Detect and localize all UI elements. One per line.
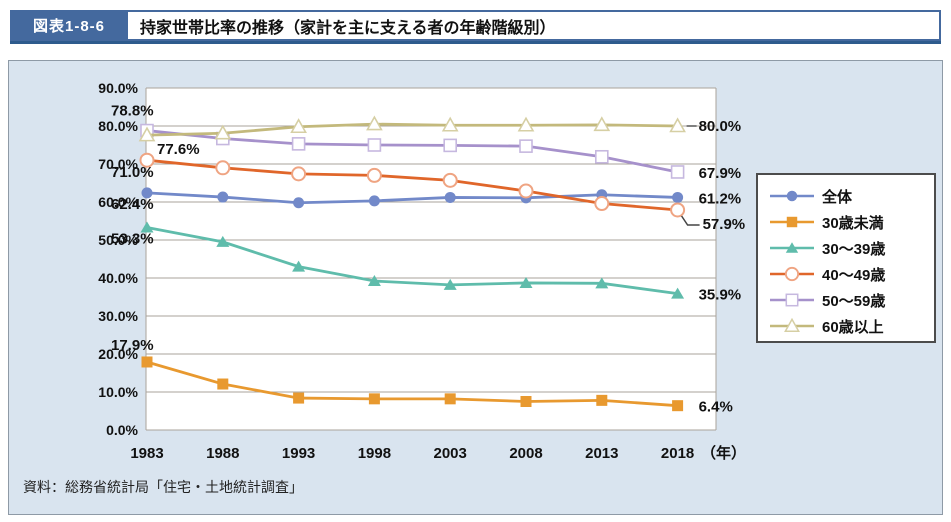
data-label: 53.3% (111, 230, 154, 247)
legend-label: 40～49歳 (822, 266, 886, 284)
y-tick-label: 0.0% (106, 422, 138, 438)
chart-panel: 0.0% 10.0% 20.0% 30.0% 40.0% 50.0% 60.0% 70.0% 8… (8, 60, 943, 515)
x-tick-label: 2008 (509, 445, 542, 462)
x-tick-label: 1998 (358, 445, 391, 462)
y-tick-label: 40.0% (98, 270, 138, 286)
x-tick-label: 2018 (661, 445, 694, 462)
legend-label: 30～39歳 (822, 240, 886, 258)
y-tick-label: 60.0% (98, 194, 138, 210)
point-labels: 78.8% 77.6%71.0% 62.4% 53.3% 17.9% 80.0% 67.9%… (111, 103, 745, 416)
figure-header: 図表1-8-6 持家世帯比率の推移（家計を主に支える者の年齢階級別） (10, 10, 941, 44)
y-tick-label: 20.0% (98, 346, 138, 362)
data-label: 62.4% (111, 196, 154, 213)
data-label: 78.8% (111, 103, 154, 120)
legend-label: 全体 (822, 188, 853, 206)
legend-label: 30歳未満 (822, 214, 884, 232)
y-tick-label: 80.0% (98, 118, 138, 134)
legend-label: 50～59歳 (822, 292, 886, 310)
legend-item: 40～49歳 (770, 261, 934, 287)
series-2 (140, 221, 685, 299)
legend-marker-circle-open (770, 266, 814, 282)
series-3 (139, 152, 686, 218)
legend-item: 30歳未満 (770, 209, 934, 235)
x-tick-label: 1983 (130, 445, 163, 462)
x-tick-label: 2003 (434, 445, 467, 462)
data-label: 67.9% (699, 165, 742, 182)
legend-item: 全体 (770, 183, 934, 209)
data-label: 61.2% (699, 190, 742, 207)
legend-label: 60歳以上 (822, 318, 884, 336)
y-tick-label: 70.0% (98, 156, 138, 172)
x-tick-label: 1988 (206, 445, 239, 462)
data-label: 57.9% (703, 216, 746, 233)
y-tick-label: 50.0% (98, 232, 138, 248)
data-label: 71.0% (111, 164, 154, 181)
legend-marker-triangle-filled (770, 242, 814, 253)
chart-legend: 全体 30歳未満 30～39歳 40～49歳 50～59歳 60歳以上 (756, 173, 936, 343)
source-note: 資料：総務省統計局「住宅・土地統計調査」 (23, 479, 303, 495)
legend-item: 30～39歳 (770, 235, 934, 261)
y-tick-label: 30.0% (98, 308, 138, 324)
y-tick-label: 10.0% (98, 384, 138, 400)
data-label: 80.0% (699, 118, 742, 135)
legend-item: 60歳以上 (770, 313, 934, 339)
y-axis-labels: 0.0% 10.0% 20.0% 30.0% 40.0% 50.0% 60.0% 70.0% 8… (98, 80, 138, 438)
series-5 (138, 115, 686, 142)
legend-marker-square-open (770, 293, 814, 307)
figure-number-badge: 図表1-8-6 (10, 10, 128, 41)
data-label: 17.9% (111, 337, 154, 354)
x-tick-label: 2013 (585, 445, 618, 462)
data-label: 6.4% (699, 399, 733, 416)
y-gridlines (145, 87, 717, 431)
figure-title: 持家世帯比率の推移（家計を主に支える者の年齢階級別） (128, 10, 941, 41)
legend-marker-triangle-open (770, 318, 814, 332)
legend-item: 50～59歳 (770, 287, 934, 313)
data-label: 77.6% (157, 141, 200, 158)
data-label: 35.9% (699, 287, 742, 304)
x-axis-unit: （年） (701, 444, 746, 462)
legend-marker-square-filled (770, 216, 814, 228)
x-tick-label: 1993 (282, 445, 315, 462)
series-1 (141, 356, 684, 412)
x-axis-labels: 1983 1988 1993 1998 2003 2008 2013 2018 （年） (130, 444, 746, 462)
legend-marker-circle-filled (770, 190, 814, 202)
y-tick-label: 90.0% (98, 80, 138, 96)
line-chart-svg: 0.0% 10.0% 20.0% 30.0% 40.0% 50.0% 60.0% 70.0% 8… (98, 80, 746, 462)
